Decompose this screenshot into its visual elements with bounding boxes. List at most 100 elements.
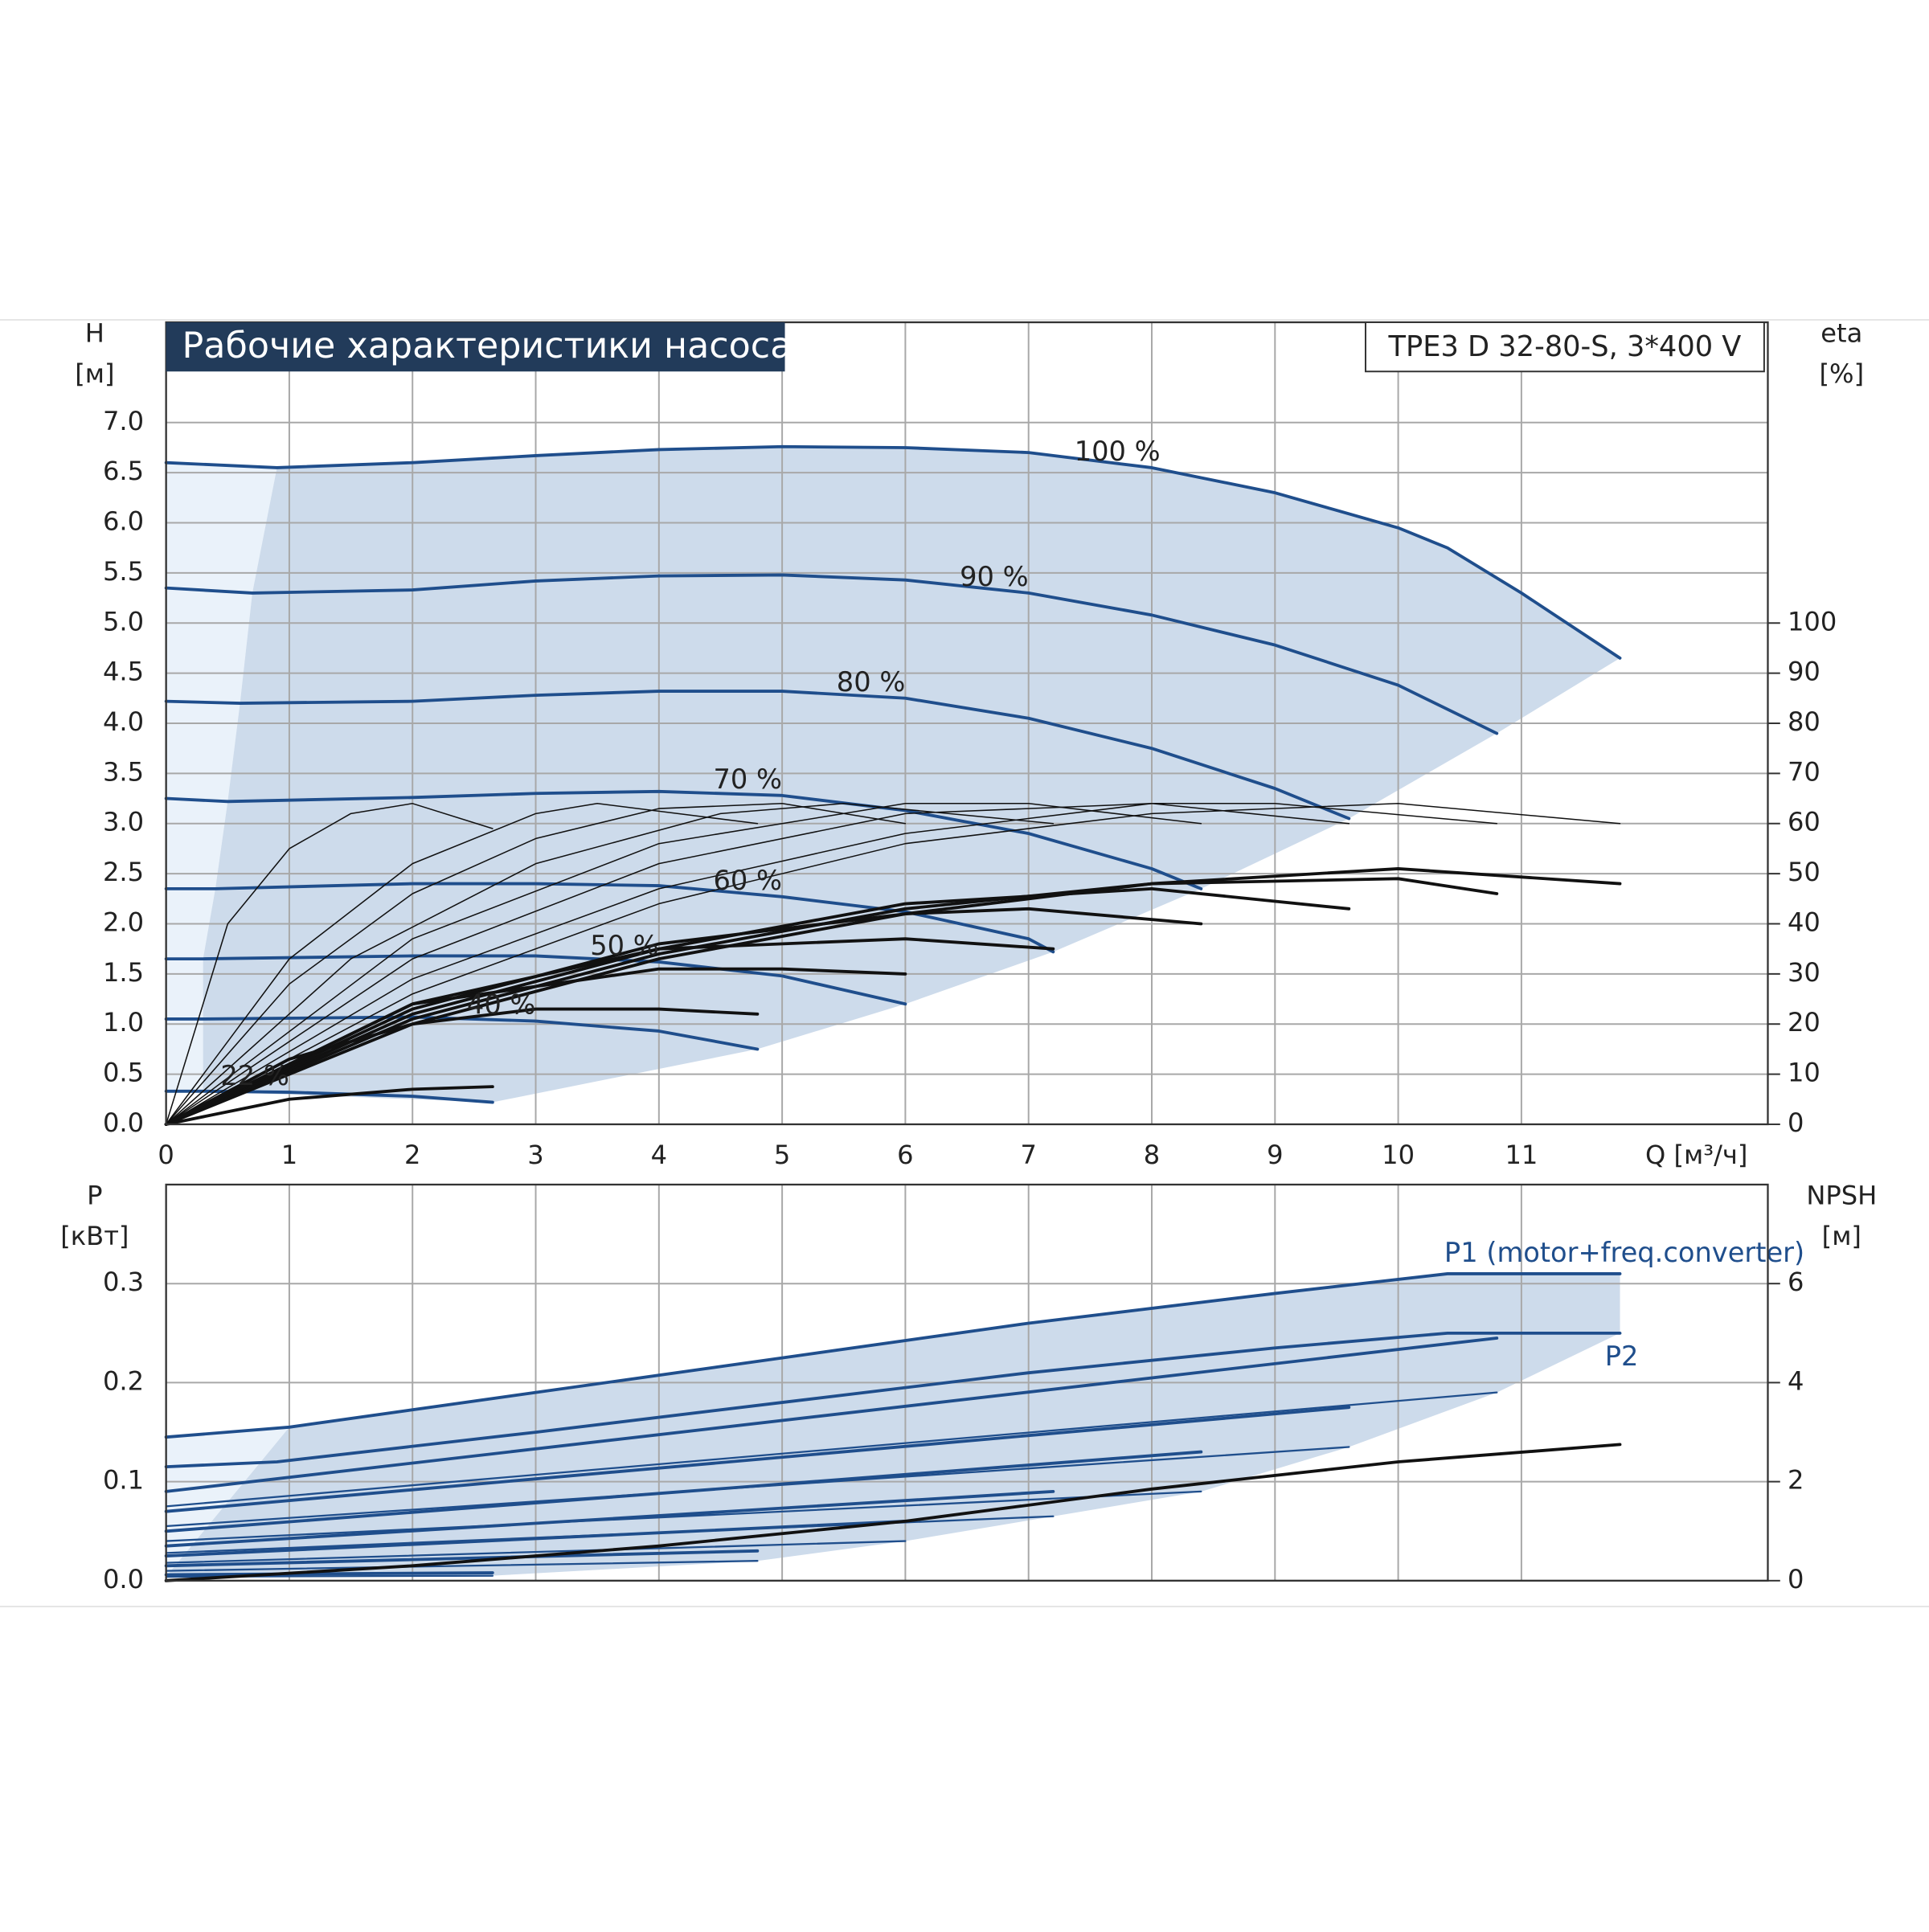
y2-tick-label: 0 [1788,1107,1804,1138]
curve-p1 [164,1406,1351,1513]
curve-eta [164,1085,494,1126]
curve-p1 [164,1571,494,1577]
y-tick-label: 3.0 [103,807,144,837]
x-tick-label: 6 [897,1140,913,1170]
title-box [166,322,785,372]
y2-tick-label: 50 [1788,857,1820,887]
y-tick-label: 0.3 [103,1267,144,1297]
y-tick-label: 0.1 [103,1465,144,1496]
y-tick-label: 0.0 [103,1107,144,1138]
curve-label: 50 % [590,930,659,961]
y-tick-label: 0.0 [103,1564,144,1594]
curve-p2 [165,1560,759,1572]
curve-eta [164,907,1203,1126]
y2-tick-label: 70 [1788,756,1820,787]
y2-axis-label: eta [1820,317,1862,348]
curve-eta [165,803,1350,1125]
y-tick-label: 0.2 [103,1365,144,1396]
y2-tick-label: 60 [1788,807,1820,837]
y-tick-label: 1.0 [103,1007,144,1038]
x-tick-label: 11 [1505,1140,1538,1170]
curve-p2 [165,1391,1498,1508]
x-tick-label: 4 [651,1140,667,1170]
curve-label: 90 % [960,561,1029,592]
y2-tick-label: 40 [1788,907,1820,937]
curve-head [164,954,907,1006]
curve-head [164,789,1203,890]
y2-tick-label: 0 [1788,1564,1804,1594]
y-tick-label: 3.5 [103,756,144,787]
y2-tick-label: 30 [1788,957,1820,988]
curve-label: 40 % [467,989,536,1021]
y-axis-label: H [85,317,104,348]
curve-eta [165,803,1498,1125]
plot-frame [165,1183,1769,1582]
plot-frame [165,321,1769,1126]
x-tick-label: 7 [1020,1140,1036,1170]
x-tick-label: 5 [774,1140,790,1170]
curve-label: 80 % [837,666,906,698]
y-tick-label: 1.5 [103,957,144,988]
curve-head [164,573,1499,735]
y2-tick-label: 10 [1788,1058,1820,1088]
y2-tick-label: 20 [1788,1007,1820,1038]
curve-head [164,690,1351,821]
curve-p1 [164,1489,1055,1548]
curve-p1 [164,1549,760,1568]
curve-label: P2 [1605,1341,1639,1372]
curve-eta [165,803,494,1125]
operating-range-light [166,462,277,1091]
curve-p2 [165,1446,1350,1528]
y-tick-label: 5.5 [103,556,144,587]
y-axis-label: [м] [75,358,114,389]
y2-tick-label: 6 [1788,1267,1804,1297]
curve-eta [165,803,759,1125]
curve-head [164,882,1055,954]
chart-subtitle: TPE3 D 32-80-S, 3*400 V [1388,330,1742,363]
x-tick-label: 0 [158,1140,174,1170]
x-tick-label: 9 [1267,1140,1283,1170]
operating-range [203,446,1620,1103]
y2-axis-label: [%] [1820,358,1865,389]
y-tick-label: 5.0 [103,606,144,636]
x-tick-label: 3 [527,1140,543,1170]
x-tick-label: 1 [281,1140,297,1170]
y-tick-label: 4.0 [103,706,144,737]
x-tick-label: 10 [1382,1140,1415,1170]
curve-p1 [164,1272,1622,1439]
y2-axis-label: [м] [1822,1221,1861,1251]
curve-label: P1 (motor+freq.converter) [1444,1237,1804,1268]
chart-title: Рабочие характеристики насоса [182,325,792,366]
curve-label: 100 % [1075,436,1161,467]
plot: 0 1 2 3 4 5 6 7 8 9 10 11 0.0 0.5 1.0 1.5 2.0 2.5 3.0 3.5 4.… [75,317,1864,1169]
y2-tick-label: 90 [1788,657,1820,687]
curve-eta [165,803,1621,1125]
curve-p2 [165,1490,1202,1542]
y2-tick-label: 100 [1788,606,1837,636]
y-tick-label: 7.0 [103,406,144,436]
y-axis-label: P [87,1180,102,1210]
curve-head [164,1015,760,1051]
y-tick-label: 6.5 [103,456,144,486]
x-tick-label: 8 [1144,1140,1160,1170]
curve-eta [165,803,907,1125]
curve-eta [164,1007,760,1126]
y-tick-label: 6.0 [103,506,144,537]
y-tick-label: 4.5 [103,657,144,687]
curve-eta [165,803,1055,1125]
curve-label: 70 % [714,763,783,795]
y-tick-label: 2.0 [103,907,144,937]
curve-eta [164,877,1499,1126]
curve-eta [164,886,1351,1126]
y2-tick-label: 80 [1788,706,1820,737]
curve-npsh [164,1443,1622,1582]
curve-head [164,444,1622,660]
curve-p1 [164,1336,1499,1493]
plot: 0.0 0.1 0.2 0.3 0 2 4 6 P [кВт] NPSH [м] P1 (motor+f… [60,1180,1877,1594]
curve-label: 60 % [714,865,783,896]
x-tick-label: 2 [404,1140,420,1170]
y-axis-label: [кВт] [60,1221,129,1251]
x-axis-label: Q [м³/ч] [1645,1140,1747,1170]
y-tick-label: 0.5 [103,1058,144,1088]
